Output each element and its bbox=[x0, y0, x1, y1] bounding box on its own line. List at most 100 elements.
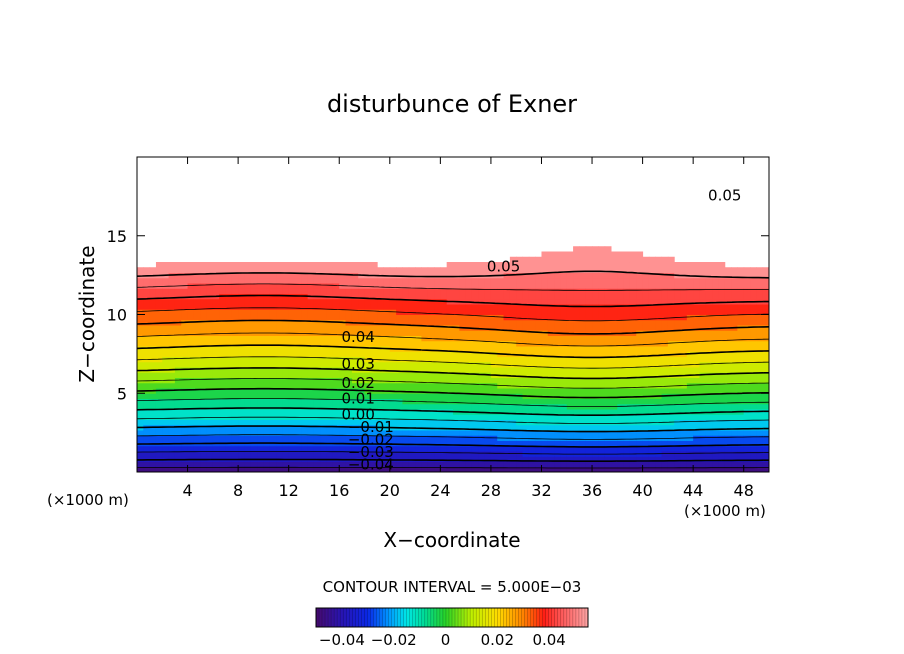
contour-cell bbox=[219, 445, 226, 452]
contour-cell bbox=[415, 314, 422, 321]
colorbar-swatch bbox=[409, 608, 414, 627]
contour-cell bbox=[219, 377, 226, 384]
contour-cell bbox=[509, 277, 517, 284]
contour-cell bbox=[743, 466, 751, 472]
contour-cell bbox=[453, 272, 460, 279]
colorbar-swatch bbox=[382, 608, 386, 627]
contour-cell bbox=[737, 403, 745, 410]
contour-cell bbox=[244, 430, 252, 436]
contour-cell bbox=[155, 288, 163, 294]
contour-cell bbox=[737, 314, 745, 321]
contour-cell bbox=[206, 283, 214, 289]
contour-cell bbox=[440, 445, 448, 452]
contour-cell bbox=[174, 325, 182, 331]
contour-cell bbox=[547, 398, 555, 405]
contour-cell bbox=[168, 309, 176, 315]
contour-cell bbox=[547, 325, 555, 331]
contour-cell bbox=[623, 325, 631, 331]
contour-cell bbox=[415, 367, 422, 373]
contour-cell bbox=[396, 377, 403, 384]
contour-cell bbox=[478, 456, 486, 462]
contour-cell bbox=[573, 414, 580, 420]
contour-cell bbox=[655, 283, 663, 289]
contour-cell bbox=[509, 440, 517, 447]
contour-cell bbox=[231, 304, 239, 310]
contour-cell bbox=[276, 361, 283, 368]
colorbar-swatch bbox=[572, 608, 577, 627]
contour-cell bbox=[307, 267, 315, 273]
contour-cell bbox=[604, 414, 612, 420]
contour-cell bbox=[762, 319, 769, 326]
contour-cell bbox=[421, 351, 429, 357]
contour-cell bbox=[573, 456, 580, 462]
colorbar-swatch bbox=[388, 608, 392, 627]
contour-cell bbox=[617, 325, 625, 331]
contour-cell bbox=[396, 335, 403, 342]
colorbar-tick-label: −0.02 bbox=[371, 631, 417, 649]
contour-cell bbox=[465, 319, 473, 326]
contour-cell bbox=[655, 409, 663, 415]
contour-cell bbox=[358, 267, 366, 273]
contour-cell bbox=[339, 351, 347, 357]
contour-cell bbox=[244, 419, 252, 426]
contour-cell bbox=[339, 388, 347, 394]
contour-cell bbox=[762, 309, 769, 315]
contour-cell bbox=[573, 461, 580, 468]
contour-cell bbox=[200, 414, 208, 420]
contour-cell bbox=[674, 304, 682, 310]
contour-cell bbox=[149, 435, 157, 441]
contour-cell bbox=[471, 403, 479, 410]
contour-cell bbox=[762, 461, 769, 468]
contour-cell bbox=[345, 293, 353, 300]
contour-cell bbox=[313, 424, 321, 431]
contour-cell bbox=[535, 272, 542, 279]
contour-cell bbox=[282, 461, 290, 468]
contour-cell bbox=[560, 309, 568, 315]
contour-cell bbox=[478, 335, 486, 342]
contour-cell bbox=[667, 346, 675, 352]
contour-cell bbox=[187, 288, 195, 294]
contour-cell bbox=[731, 361, 738, 368]
contour-cell bbox=[402, 382, 410, 389]
contour-cell bbox=[162, 325, 170, 331]
contour-cell bbox=[611, 256, 618, 263]
contour-cell bbox=[528, 466, 536, 472]
contour-cell bbox=[743, 414, 751, 420]
contour-cell bbox=[162, 451, 170, 457]
contour-cell bbox=[516, 293, 524, 300]
contour-cell bbox=[446, 424, 454, 431]
contour-cell bbox=[705, 435, 713, 441]
colorbar-swatch bbox=[430, 608, 435, 627]
contour-cell bbox=[339, 382, 347, 389]
contour-cell bbox=[750, 414, 757, 420]
contour-cell bbox=[212, 382, 220, 389]
contour-cell bbox=[516, 356, 524, 363]
contour-cell bbox=[440, 283, 448, 289]
colorbar-swatch bbox=[482, 608, 486, 627]
contour-cell bbox=[320, 340, 328, 347]
contour-cell bbox=[238, 367, 245, 373]
contour-cell bbox=[408, 272, 416, 279]
contour-cell bbox=[756, 435, 764, 441]
contour-cell bbox=[528, 409, 536, 415]
contour-cell bbox=[225, 461, 233, 468]
contour-cell bbox=[680, 346, 688, 352]
contour-cell bbox=[427, 393, 435, 399]
contour-cell bbox=[459, 314, 467, 321]
contour-cell bbox=[611, 388, 618, 394]
contour-cell bbox=[276, 409, 283, 415]
contour-cell bbox=[579, 277, 587, 284]
contour-cell bbox=[187, 304, 195, 310]
contour-cell bbox=[535, 298, 542, 305]
contour-cell bbox=[421, 325, 429, 331]
contour-cell bbox=[623, 419, 631, 426]
contour-cell bbox=[276, 435, 283, 441]
contour-cell bbox=[737, 393, 745, 399]
contour-cell bbox=[592, 435, 599, 441]
contour-cell bbox=[339, 314, 347, 321]
contour-cell bbox=[623, 361, 631, 368]
contour-cell bbox=[560, 325, 568, 331]
contour-cell bbox=[257, 409, 264, 415]
contour-cell bbox=[497, 414, 505, 420]
contour-cell bbox=[155, 283, 163, 289]
